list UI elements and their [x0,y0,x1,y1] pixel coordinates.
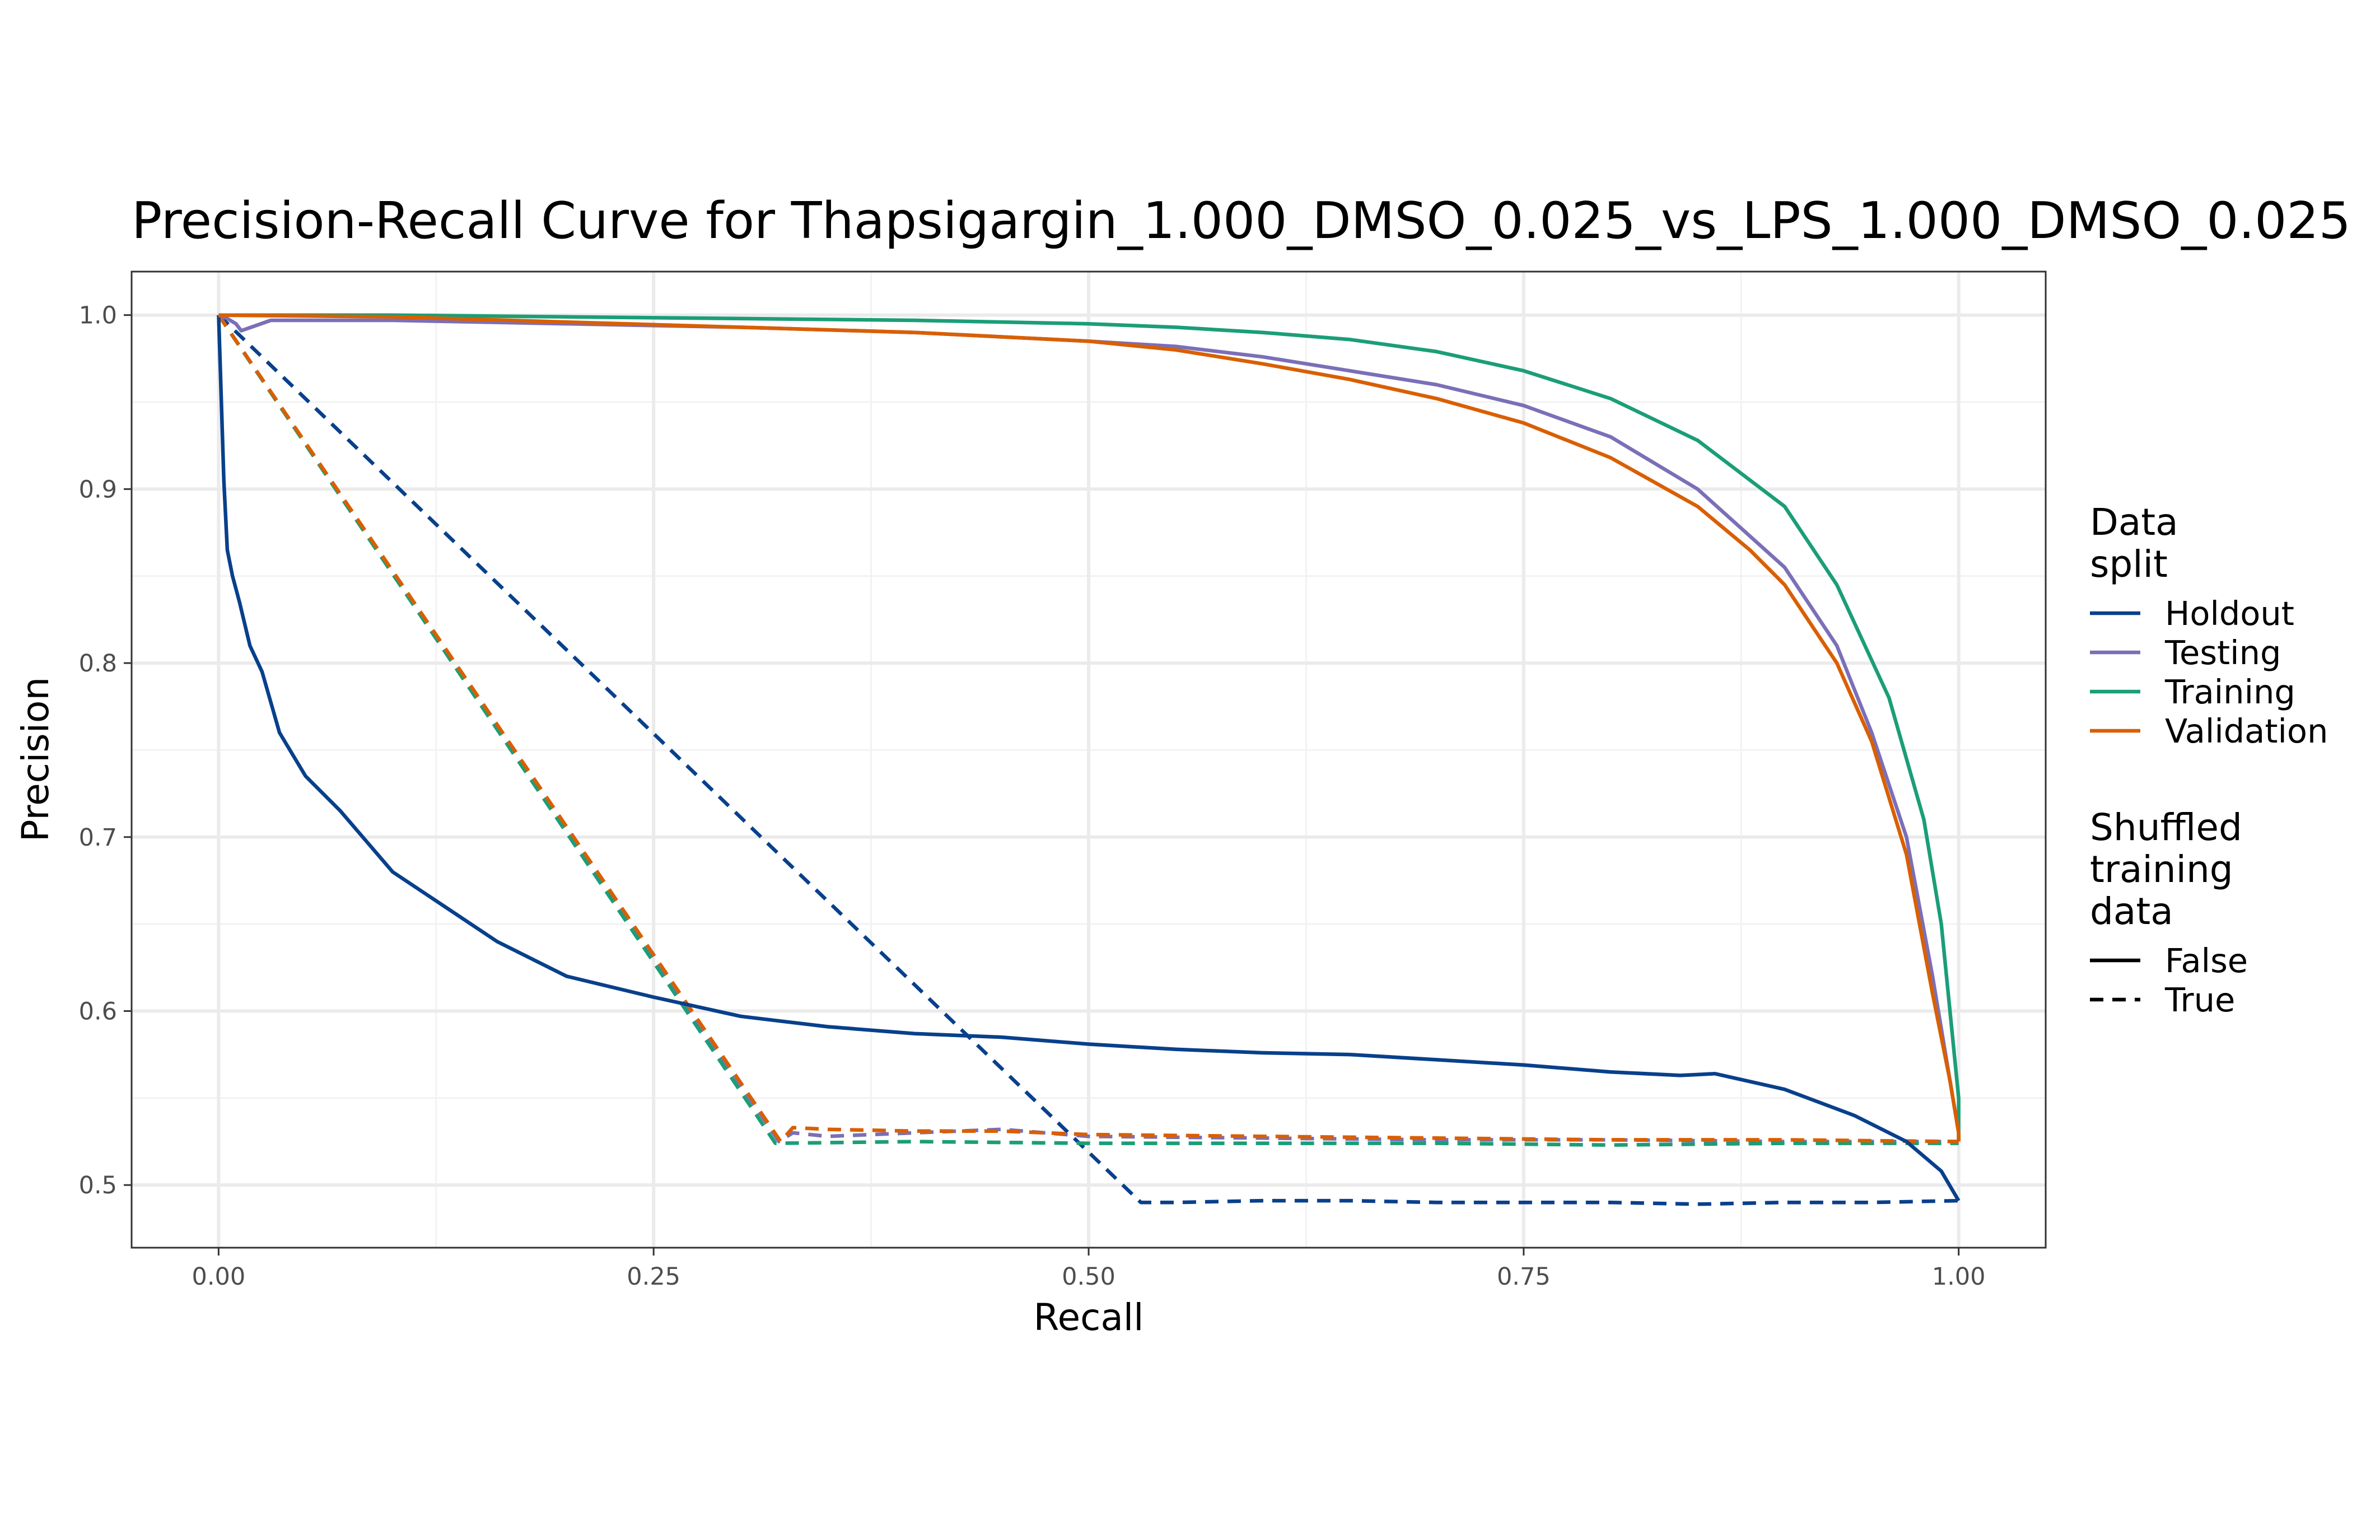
y-tick-label: 0.7 [79,824,117,852]
x-axis-title: Recall [1034,1296,1144,1339]
series-line-holdout-unshuffled [217,315,1961,1202]
x-tick-label: 0.25 [627,1263,680,1291]
legend-label-testing: Testing [2164,633,2281,672]
y-axis-title: Precision [14,677,57,842]
series-line-validation-shuffled [217,314,1959,1144]
legend-label-false: False [2165,941,2248,980]
y-axis: 0.5 0.6 0.7 0.8 0.9 1.0 [79,302,132,1200]
x-tick-label: 0.50 [1062,1263,1116,1291]
legend-label-training: Training [2164,673,2295,711]
series-line-training-shuffled [217,314,1959,1147]
legend-label-validation: Validation [2165,712,2328,750]
series-layer [217,313,1961,1206]
y-tick-label: 0.6 [79,997,117,1025]
legend-title: split [2090,543,2168,586]
legend-title: Shuffled [2090,806,2242,849]
legend-title: data [2090,890,2173,933]
y-tick-label: 1.0 [79,302,117,330]
legend-label-true: True [2164,981,2235,1019]
y-tick-label: 0.9 [79,475,117,503]
legend-title: Data [2090,501,2178,544]
series-line-testing-unshuffled [218,313,1961,1142]
grid-major [132,272,2046,1248]
plot-panel [130,270,2047,1249]
y-tick-label: 0.5 [79,1172,117,1200]
series-line-validation-unshuffled [218,313,1961,1142]
chart-title: Precision-Recall Curve for Thapsigargin_… [132,192,2351,250]
x-tick-label: 0.00 [192,1263,245,1291]
series-line-training-unshuffled [218,313,1961,1142]
legend-title: training [2090,848,2233,891]
series-line-holdout-shuffled [217,314,1959,1206]
x-tick-label: 0.75 [1497,1263,1551,1291]
y-tick-label: 0.8 [79,650,117,678]
x-tick-label: 1.00 [1932,1263,1986,1291]
x-axis: 0.00 0.25 0.50 0.75 1.00 [192,1248,1986,1291]
legend-label-holdout: Holdout [2165,594,2294,633]
